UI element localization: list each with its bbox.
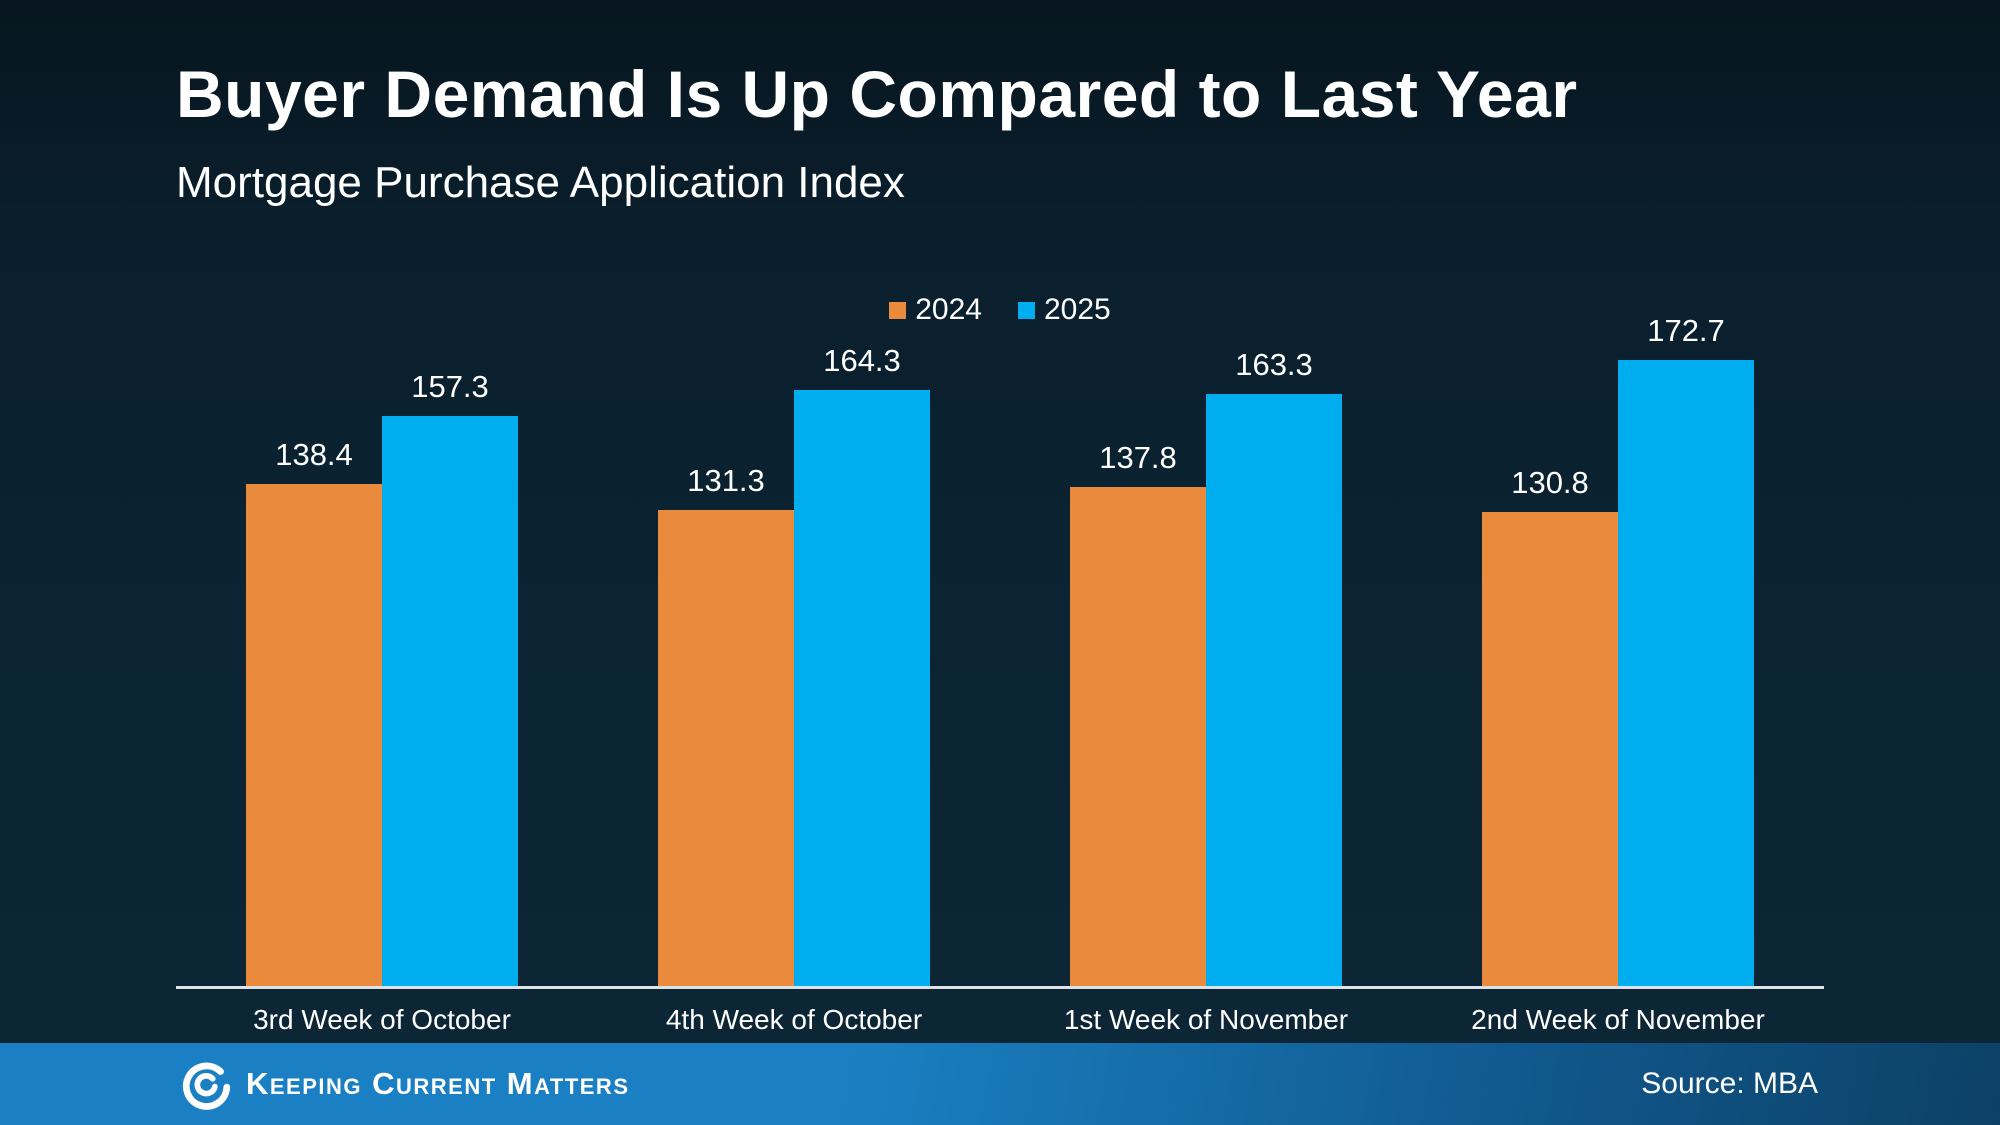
- bar-2024: 131.3: [658, 463, 794, 986]
- legend-swatch-icon: [1018, 301, 1035, 319]
- bar-2024: 138.4: [246, 437, 382, 986]
- bar-2025: 163.3: [1206, 347, 1342, 986]
- bar-value-label: 138.4: [275, 437, 353, 473]
- page-title: Buyer Demand Is Up Compared to Last Year: [176, 57, 1578, 131]
- bar-value-label: 172.7: [1647, 313, 1725, 348]
- bar-2025: 157.3: [382, 369, 518, 986]
- kcm-spiral-icon: [182, 1062, 231, 1110]
- legend-label: 2024: [915, 293, 982, 326]
- x-axis-labels: 3rd Week of October 4th Week of October 1s…: [176, 1004, 1824, 1036]
- legend-swatch-icon: [889, 301, 907, 319]
- bar-chart: 2024 2025 138.4 157.3 131.3 164.3 137.8 163.3 1…: [176, 261, 1824, 1036]
- brand: Keeping Current Matters: [180, 1058, 630, 1110]
- bar-value-label: 130.8: [1511, 464, 1589, 500]
- page-subtitle: Mortgage Purchase Application Index: [176, 158, 905, 207]
- bar-group: 130.8 172.7: [1412, 261, 1824, 986]
- chart-legend: 2024 2025: [176, 293, 1824, 327]
- x-axis-label: 4th Week of October: [665, 1004, 923, 1035]
- legend-label: 2025: [1044, 293, 1111, 326]
- bar-group: 138.4 157.3: [176, 261, 588, 986]
- x-axis-label: 3rd Week of October: [253, 1004, 511, 1035]
- bar-group: 131.3 164.3: [588, 261, 1000, 986]
- legend-item-2025: 2025: [1018, 293, 1111, 327]
- bar-2025: 164.3: [794, 343, 930, 986]
- bar-value-label: 164.3: [823, 343, 901, 379]
- footer-bar: Keeping Current Matters Source: MBA: [0, 1043, 2000, 1125]
- bar-value-label: 163.3: [1235, 347, 1313, 382]
- bar-value-label: 131.3: [687, 463, 765, 498]
- bar-2024: 137.8: [1070, 440, 1206, 986]
- plot-area: 138.4 157.3 131.3 164.3 137.8 163.3 130.8 172.7: [176, 261, 1824, 986]
- x-axis-line: [176, 986, 1824, 989]
- brand-name: Keeping Current Matters: [246, 1066, 630, 1101]
- bar-value-label: 157.3: [411, 368, 489, 404]
- bar-group: 137.8 163.3: [1000, 261, 1412, 986]
- bar-2024: 130.8: [1482, 465, 1618, 986]
- bar-2025: 172.7: [1618, 313, 1754, 986]
- x-axis-label: 1st Week of November: [1063, 1004, 1349, 1035]
- x-axis-label: 2nd Week of November: [1471, 1004, 1765, 1035]
- source-label: Source: MBA: [1641, 1067, 1818, 1100]
- bar-value-label: 137.8: [1099, 439, 1177, 475]
- legend-item-2024: 2024: [889, 293, 982, 327]
